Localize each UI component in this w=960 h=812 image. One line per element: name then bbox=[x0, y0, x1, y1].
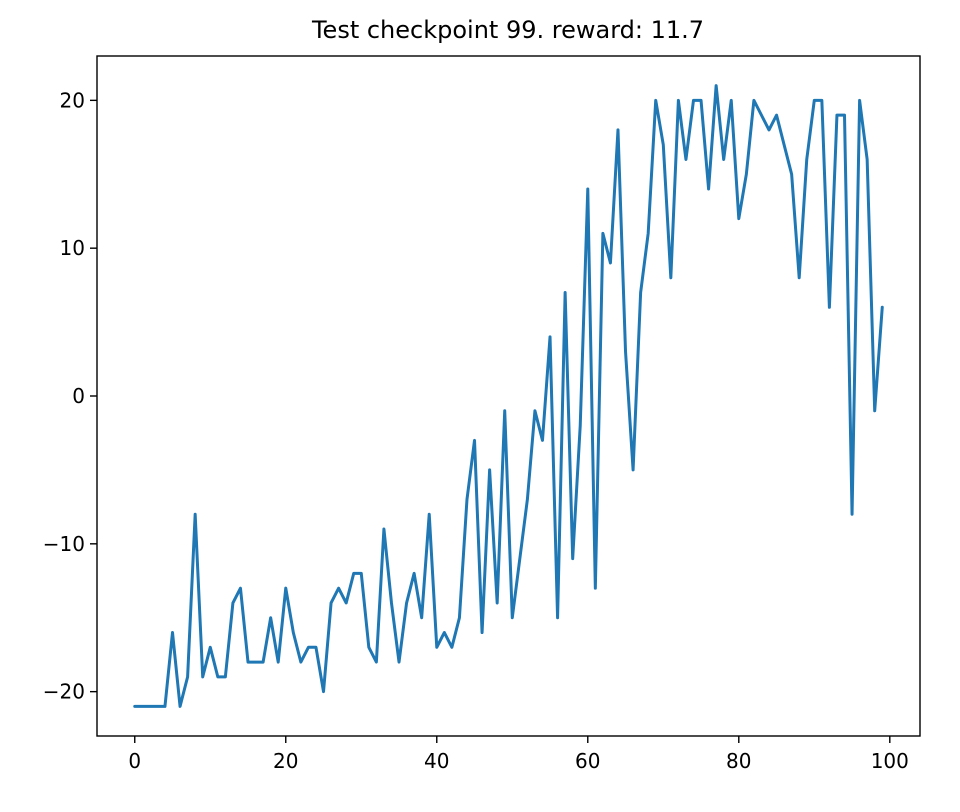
x-tick-label: 40 bbox=[424, 749, 449, 773]
x-tick-label: 80 bbox=[726, 749, 751, 773]
x-tick-label: 0 bbox=[128, 749, 141, 773]
x-tick-label: 60 bbox=[575, 749, 600, 773]
plot-area-frame bbox=[96, 55, 921, 737]
y-tick-label: −10 bbox=[43, 532, 85, 556]
y-tick-label: 20 bbox=[60, 88, 85, 112]
chart-title: Test checkpoint 99. reward: 11.7 bbox=[311, 16, 704, 44]
reward-series-line bbox=[133, 84, 884, 708]
x-tick-label: 100 bbox=[871, 749, 909, 773]
x-axis: 0 20 40 60 80 100 bbox=[128, 736, 909, 773]
y-tick-label: −20 bbox=[43, 680, 85, 704]
y-tick-label: 10 bbox=[60, 236, 85, 260]
y-axis: −20 −10 0 10 20 bbox=[43, 88, 97, 704]
x-tick-label: 20 bbox=[273, 749, 298, 773]
y-tick-label: 0 bbox=[72, 384, 85, 408]
